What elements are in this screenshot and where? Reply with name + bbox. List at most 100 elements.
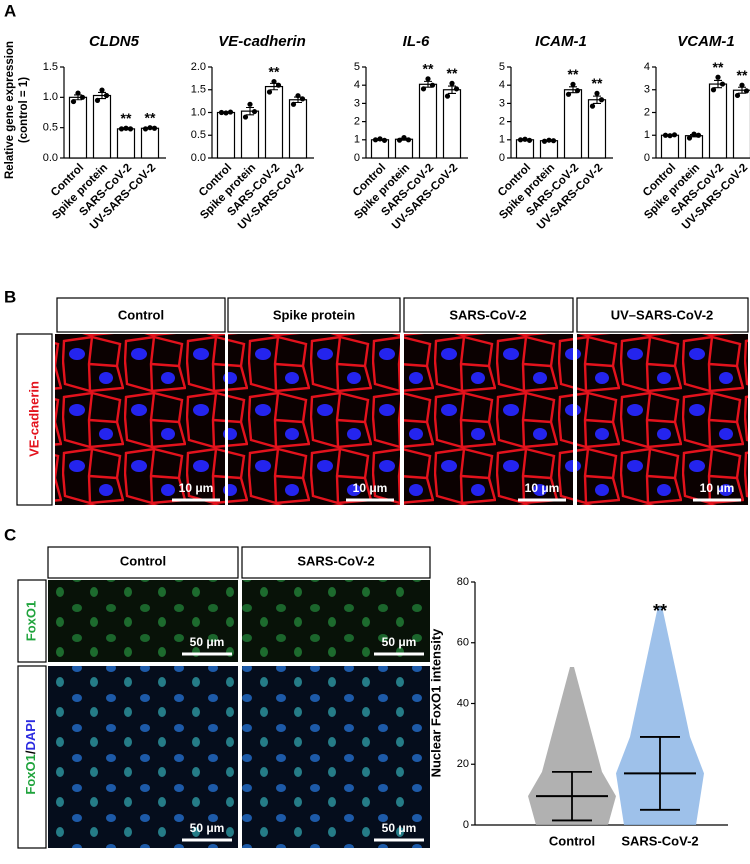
- error-bar: [593, 95, 601, 104]
- y-tick-label: 60: [457, 637, 469, 649]
- bar: [92, 94, 112, 159]
- data-point: [401, 135, 407, 141]
- y-tick-label: 1: [354, 134, 360, 146]
- data-point: [517, 137, 524, 143]
- bar: [732, 89, 750, 159]
- scale-bar-label: 10 μm: [700, 481, 735, 495]
- chart-title: ICAM-1: [535, 33, 587, 50]
- y-tick-label: 5: [499, 61, 505, 73]
- column-header: UV–SARS-CoV-2: [611, 307, 714, 322]
- y-tick-label: 0.5: [191, 129, 206, 141]
- data-point: [79, 94, 86, 100]
- data-point: [142, 126, 149, 132]
- data-point: [223, 110, 229, 116]
- x-tick-label: SARS-CoV-2: [621, 833, 698, 848]
- data-point: [99, 87, 105, 93]
- y-tick-label: 3: [644, 84, 650, 96]
- header-box: [576, 297, 749, 333]
- significance: **: [447, 65, 458, 81]
- significance: **: [145, 109, 156, 125]
- bar: [370, 139, 390, 159]
- scale-bar-label: 50 μm: [190, 635, 225, 649]
- bar: [116, 128, 136, 159]
- y-tick-label: 0.5: [43, 122, 58, 134]
- bar: [708, 83, 728, 159]
- data-point: [103, 92, 110, 99]
- data-point: [75, 90, 81, 96]
- data-point: [522, 136, 528, 142]
- y-tick-label: 0: [354, 152, 360, 164]
- micrograph: [577, 334, 748, 505]
- bar: [587, 99, 607, 159]
- significance: **: [121, 110, 132, 126]
- y-tick-label: 40: [457, 697, 469, 709]
- data-point: [526, 137, 533, 143]
- y-tick-label: 2: [499, 116, 505, 128]
- data-point: [227, 109, 234, 115]
- y-axis-label: Relative gene expression: [4, 41, 16, 179]
- panel-label: A: [4, 1, 16, 20]
- row-label-box: [17, 579, 47, 663]
- y-tick-label: 0.0: [191, 152, 206, 164]
- stain-part: FoxO1: [23, 754, 38, 794]
- y-tick-label: 0: [463, 819, 469, 831]
- header-box: [227, 297, 401, 333]
- stain-label: FoxO1/DAPI: [23, 719, 38, 794]
- bar: [288, 99, 308, 159]
- stain-label: VE-cadherin: [26, 381, 41, 457]
- bar: [563, 89, 583, 159]
- y-tick-label: 0: [499, 152, 505, 164]
- data-point: [570, 81, 576, 87]
- header-box: [241, 546, 431, 579]
- y-tick-label: 4: [644, 61, 650, 73]
- data-point: [396, 137, 403, 143]
- column-header: Control: [120, 553, 166, 568]
- data-point: [715, 74, 721, 80]
- data-point: [695, 132, 702, 138]
- header-box: [47, 546, 239, 579]
- bar: [140, 127, 160, 159]
- micrograph: [48, 580, 238, 662]
- data-point: [275, 82, 282, 88]
- significance: **: [653, 601, 667, 621]
- data-point: [266, 89, 273, 95]
- data-point: [290, 101, 297, 107]
- y-tick-label: 20: [457, 758, 469, 770]
- scale-bar-label: 10 μm: [525, 481, 560, 495]
- data-point: [70, 98, 77, 105]
- header-box: [403, 297, 574, 333]
- row-label-box: [16, 333, 53, 506]
- data-point: [405, 137, 412, 143]
- stain-label: FoxO1: [23, 601, 38, 641]
- panel-label: C: [4, 525, 16, 544]
- column-header: Spike protein: [273, 307, 355, 322]
- y-tick-label: 1: [644, 129, 650, 141]
- y-tick-label: 2: [354, 116, 360, 128]
- data-point: [710, 87, 717, 93]
- significance: **: [737, 67, 748, 83]
- y-axis-label: Nuclear FoxO1 intensity: [428, 628, 443, 778]
- y-tick-label: 80: [457, 576, 469, 588]
- y-tick-label: 1: [499, 134, 505, 146]
- y-tick-label: 1.5: [191, 84, 206, 96]
- data-point: [449, 80, 455, 86]
- data-point: [686, 135, 693, 141]
- y-tick-label: 3: [354, 97, 360, 109]
- data-point: [123, 125, 129, 131]
- data-point: [453, 86, 460, 92]
- scale-bar-label: 50 μm: [382, 635, 417, 649]
- scale-bar-label: 10 μm: [179, 481, 214, 495]
- data-point: [598, 97, 605, 103]
- data-point: [247, 101, 253, 107]
- data-point: [251, 108, 258, 115]
- data-point: [147, 125, 153, 131]
- data-point: [719, 81, 726, 87]
- y-tick-label: 2.0: [191, 61, 206, 73]
- y-tick-label: 1.0: [191, 106, 206, 118]
- micrograph: [242, 666, 430, 848]
- sd-bar: [552, 770, 592, 822]
- data-point: [541, 138, 548, 144]
- header-box: [56, 297, 226, 333]
- data-point: [739, 82, 745, 88]
